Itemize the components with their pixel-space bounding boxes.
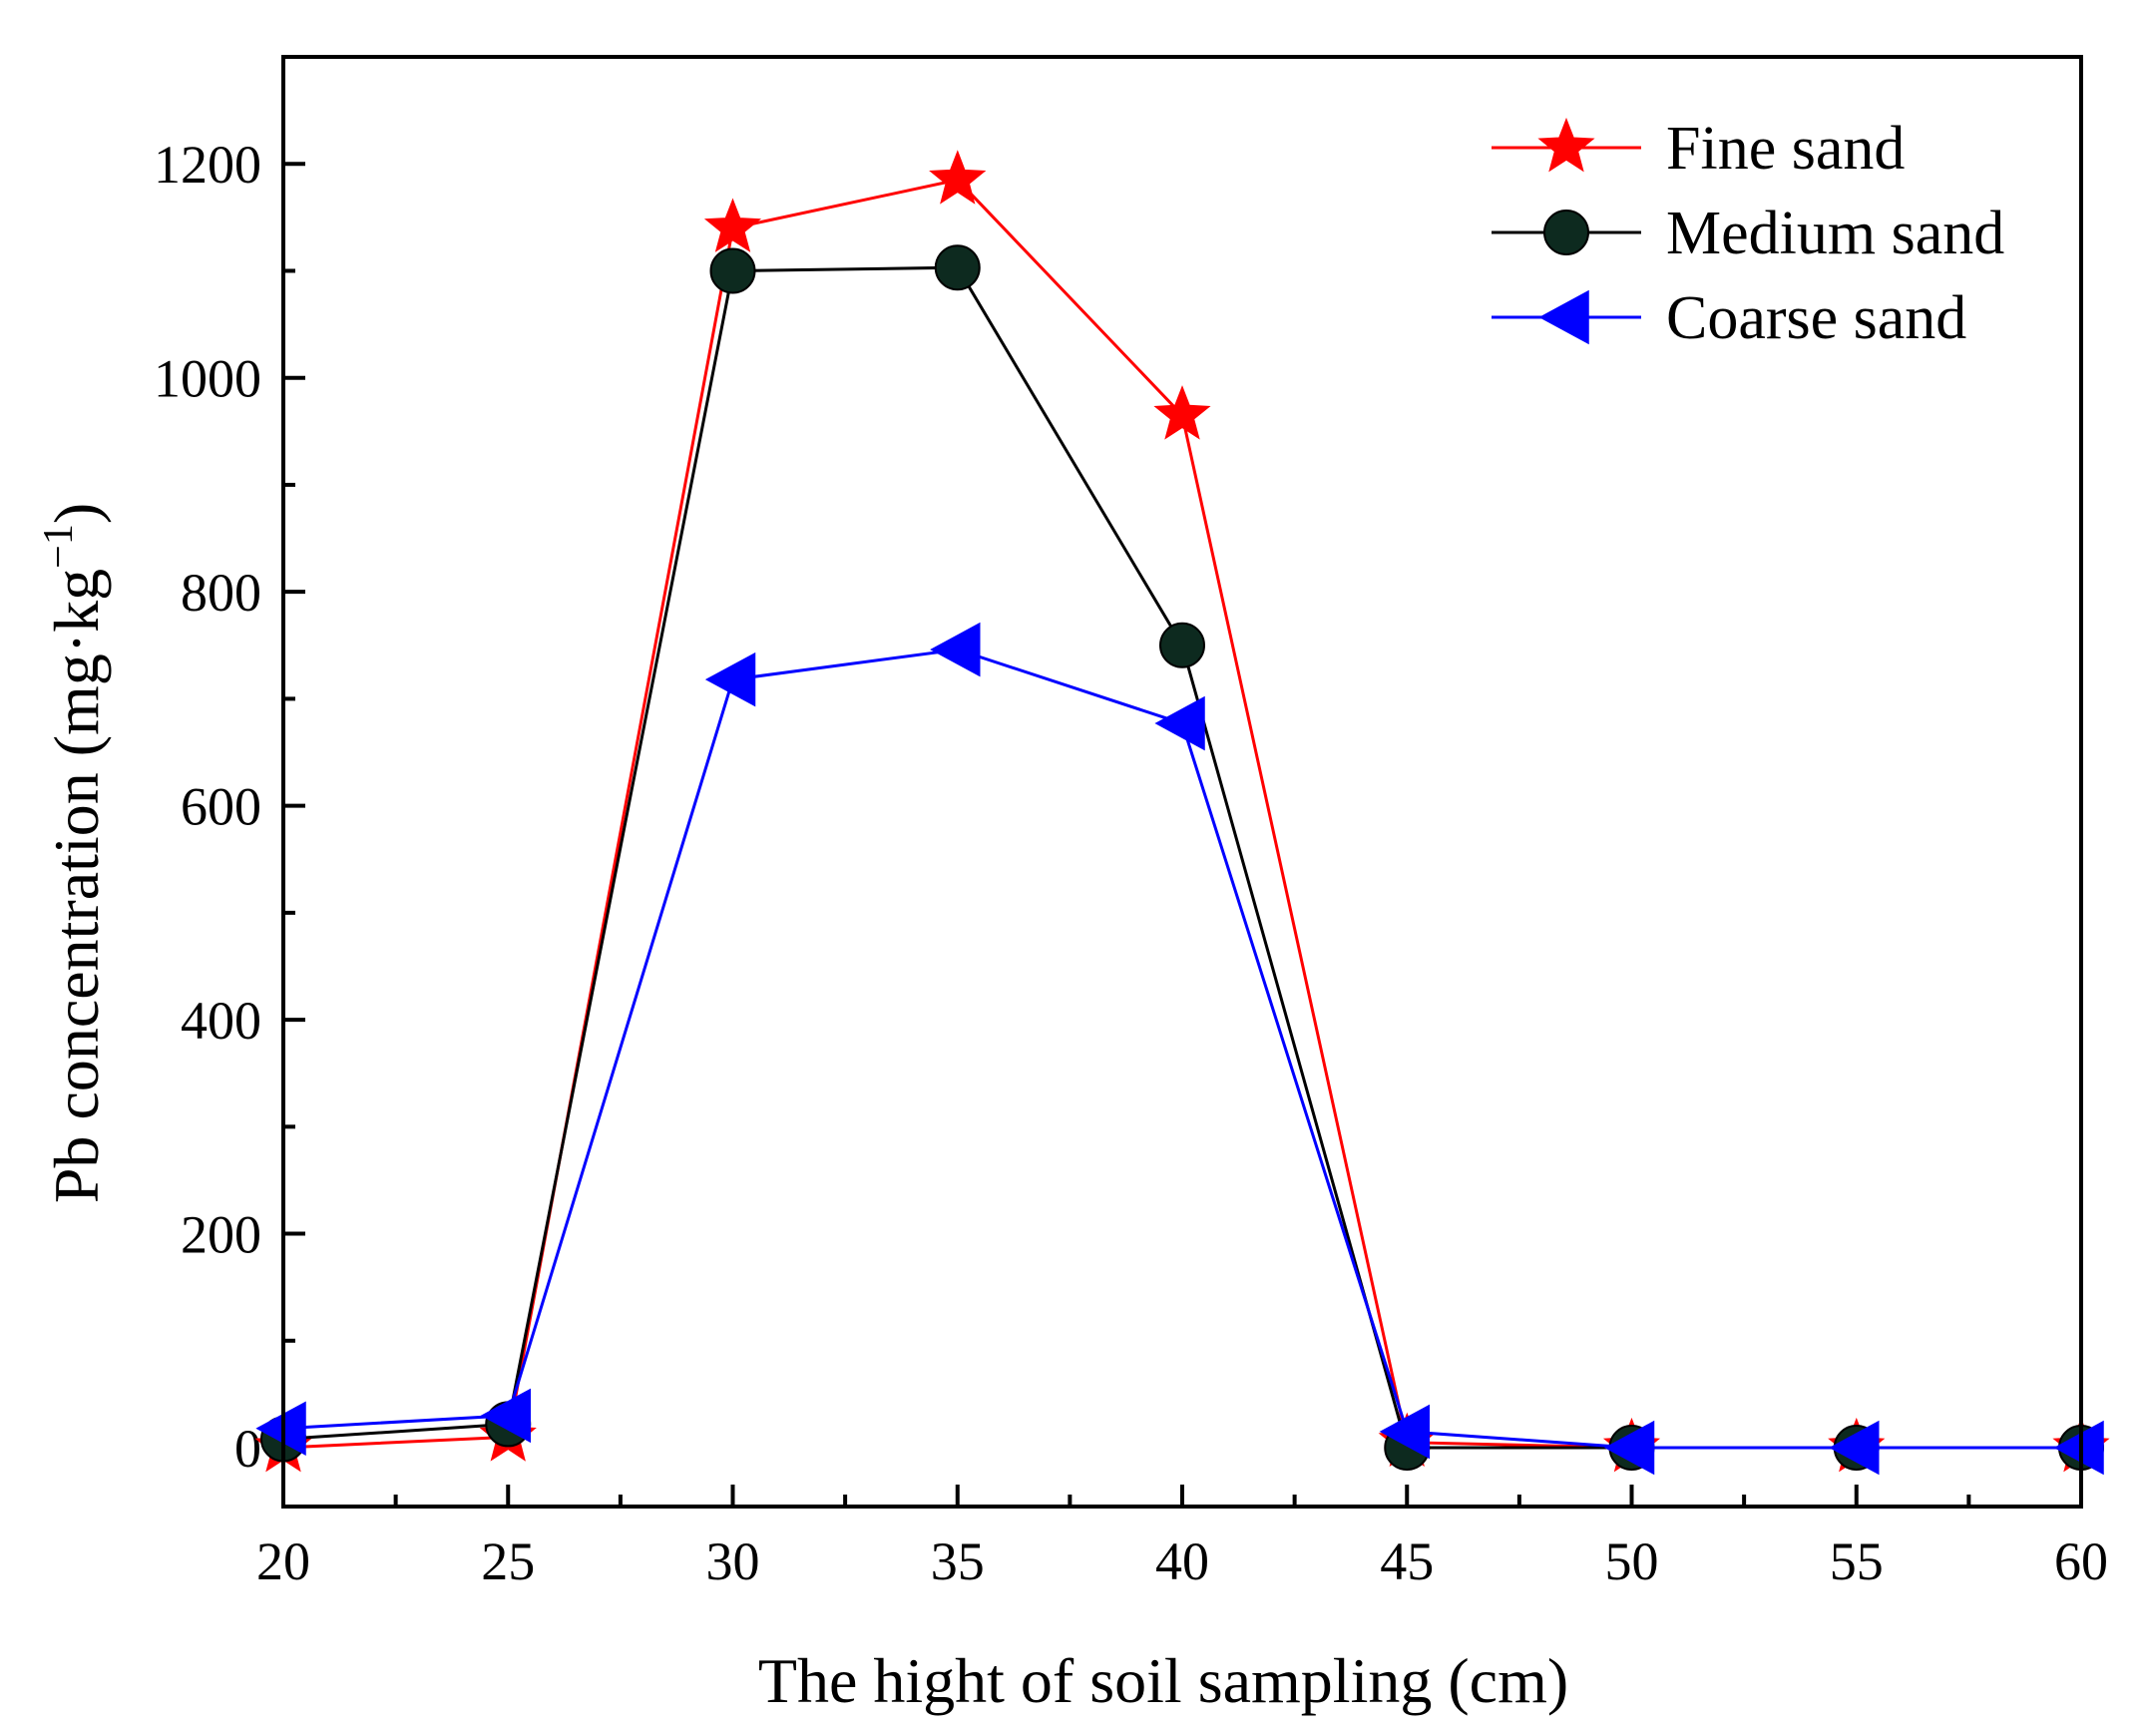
legend-label-fine-sand: Fine sand bbox=[1666, 115, 1905, 183]
x-tick-label: 50 bbox=[1605, 1531, 1659, 1591]
y-tick-label: 800 bbox=[181, 563, 261, 623]
y-axis-title: Pb concentration (mg·kg−1) bbox=[36, 503, 112, 1203]
x-tick-label: 45 bbox=[1380, 1531, 1434, 1591]
data-point-medium-sand bbox=[1159, 622, 1205, 668]
x-axis-ticks: 20 25 30 35 40 45 50 55 60 bbox=[256, 1485, 2108, 1591]
x-tick-label: 40 bbox=[1155, 1531, 1209, 1591]
legend-marker-coarse-sand bbox=[1538, 289, 1589, 345]
data-point-coarse-sand bbox=[704, 651, 756, 707]
series-coarse-sand bbox=[255, 622, 2104, 1476]
legend: Fine sand Medium sand Coarse sand bbox=[1492, 115, 2004, 352]
data-point-coarse-sand bbox=[1829, 1420, 1880, 1476]
data-point-coarse-sand bbox=[1379, 1404, 1430, 1460]
legend-marker-fine-sand bbox=[1537, 117, 1595, 173]
y-tick-label: 200 bbox=[181, 1205, 261, 1265]
x-tick-label: 60 bbox=[2054, 1531, 2108, 1591]
x-tick-label: 20 bbox=[256, 1531, 310, 1591]
legend-item-fine-sand: Fine sand bbox=[1492, 115, 1905, 183]
x-tick-label: 35 bbox=[931, 1531, 985, 1591]
data-point-coarse-sand bbox=[1154, 695, 1205, 751]
data-point-coarse-sand bbox=[930, 622, 981, 677]
y-tick-label: 600 bbox=[181, 777, 261, 837]
legend-item-coarse-sand: Coarse sand bbox=[1492, 284, 1966, 352]
y-tick-label: 1000 bbox=[154, 349, 261, 409]
data-point-fine-sand bbox=[1153, 385, 1211, 440]
legend-label-coarse-sand: Coarse sand bbox=[1666, 284, 1966, 352]
y-axis-title-main: Pb concentration (mg·kg bbox=[41, 569, 112, 1203]
y-tick-label: 1200 bbox=[154, 135, 261, 195]
series-line-coarse-sand bbox=[282, 648, 2081, 1450]
y-tick-label: 400 bbox=[181, 991, 261, 1051]
data-point-coarse-sand bbox=[480, 1388, 531, 1444]
data-point-fine-sand bbox=[929, 150, 987, 205]
series-layer bbox=[254, 150, 2110, 1476]
legend-label-medium-sand: Medium sand bbox=[1666, 200, 2004, 267]
data-point-medium-sand bbox=[934, 244, 981, 291]
y-axis-title-close: ) bbox=[41, 503, 112, 524]
legend-marker-medium-sand bbox=[1543, 210, 1589, 255]
x-tick-label: 55 bbox=[1830, 1531, 1884, 1591]
plot-frame bbox=[281, 55, 2083, 1509]
y-axis-title-superscript: −1 bbox=[36, 524, 82, 569]
x-tick-label: 25 bbox=[481, 1531, 535, 1591]
data-point-fine-sand bbox=[703, 198, 762, 252]
data-point-medium-sand bbox=[709, 247, 756, 294]
x-axis-title: The hight of soil sampling (cm) bbox=[758, 1645, 1568, 1716]
legend-item-medium-sand: Medium sand bbox=[1492, 200, 2004, 267]
data-point-coarse-sand bbox=[1603, 1420, 1655, 1476]
series-line-fine-sand bbox=[282, 178, 2081, 1450]
x-tick-label: 30 bbox=[706, 1531, 760, 1591]
